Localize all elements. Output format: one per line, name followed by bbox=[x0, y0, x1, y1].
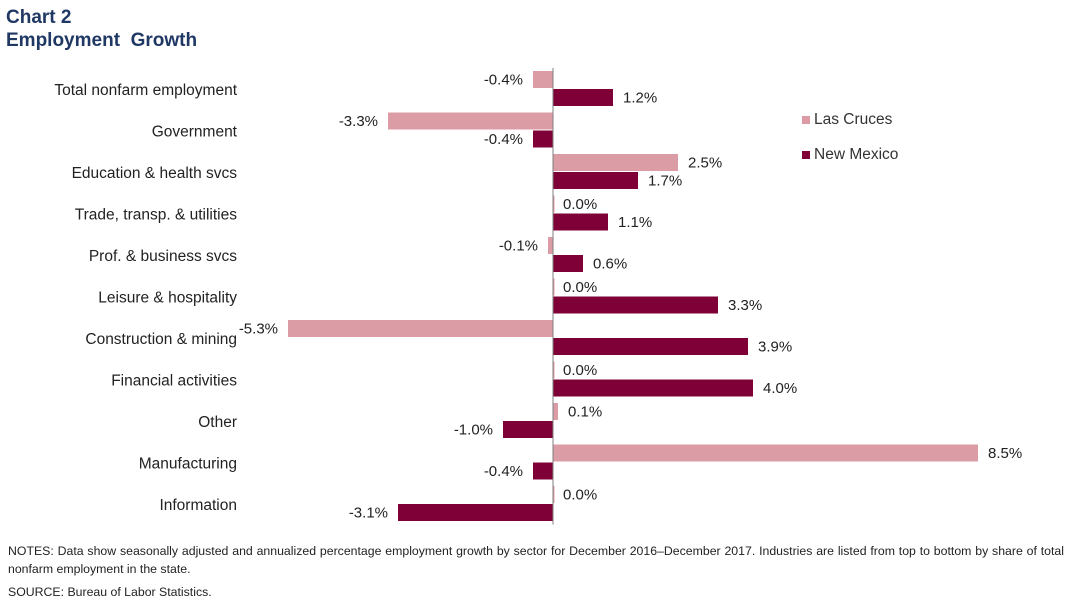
data-label: -0.4% bbox=[484, 72, 523, 89]
data-label: 0.0% bbox=[563, 487, 597, 504]
source-text: SOURCE: Bureau of Labor Statistics. bbox=[8, 585, 212, 599]
bar-las-cruces bbox=[553, 278, 555, 296]
bar-new-mexico bbox=[553, 89, 613, 106]
category-label: Total nonfarm employment bbox=[54, 82, 237, 99]
bar-new-mexico bbox=[553, 338, 748, 355]
category-label: Education & health svcs bbox=[72, 165, 238, 182]
data-label: 0.0% bbox=[563, 196, 597, 213]
bar-new-mexico bbox=[553, 213, 608, 231]
bar-las-cruces bbox=[388, 112, 553, 130]
category-label: Government bbox=[152, 123, 238, 140]
category-label: Prof. & business svcs bbox=[89, 248, 237, 265]
data-label: 3.9% bbox=[758, 339, 792, 356]
chart-title-block: Chart 2 Employment Growth bbox=[6, 6, 197, 52]
data-label: -0.4% bbox=[484, 463, 523, 480]
category-label: Leisure & hospitality bbox=[98, 289, 237, 306]
bar-las-cruces bbox=[553, 361, 555, 379]
bar-new-mexico bbox=[533, 462, 553, 480]
bar-new-mexico bbox=[553, 379, 753, 397]
data-label: 2.5% bbox=[688, 155, 722, 172]
data-label: 1.1% bbox=[618, 214, 652, 231]
data-label: 1.2% bbox=[623, 90, 657, 107]
category-label: Financial activities bbox=[111, 372, 237, 389]
notes-text: NOTES: Data show seasonally adjusted and… bbox=[8, 544, 1064, 576]
bar-las-cruces bbox=[553, 444, 978, 462]
employment-growth-chart: Total nonfarm employment -0.4% 1.2% Governm… bbox=[54, 68, 1022, 525]
bar-las-cruces bbox=[548, 237, 553, 254]
data-label: 1.7% bbox=[648, 173, 682, 190]
bar-new-mexico bbox=[553, 296, 718, 314]
legend-item-las-cruces: Las Cruces bbox=[802, 111, 892, 129]
chart-number: Chart 2 bbox=[6, 7, 72, 28]
category-label: Manufacturing bbox=[139, 455, 237, 472]
legend-swatch bbox=[802, 116, 810, 124]
bar-new-mexico bbox=[533, 130, 553, 148]
bar-las-cruces bbox=[553, 486, 555, 503]
data-label: -3.3% bbox=[339, 113, 378, 130]
data-label: -0.1% bbox=[499, 238, 538, 255]
data-label: 4.0% bbox=[763, 380, 797, 397]
chart-title: Employment Growth bbox=[6, 30, 198, 51]
data-label: 3.3% bbox=[728, 297, 762, 314]
bar-new-mexico bbox=[553, 172, 638, 189]
bar-las-cruces bbox=[288, 320, 553, 337]
data-label: 0.0% bbox=[563, 279, 597, 296]
category-label: Other bbox=[198, 414, 237, 431]
category-label: Construction & mining bbox=[85, 331, 237, 348]
data-label: -1.0% bbox=[454, 422, 493, 439]
category-label: Information bbox=[159, 497, 237, 514]
data-label: -0.4% bbox=[484, 131, 523, 148]
bar-new-mexico bbox=[553, 255, 583, 272]
bar-las-cruces bbox=[553, 195, 555, 213]
bar-las-cruces bbox=[553, 403, 558, 420]
legend-label: Las Cruces bbox=[814, 111, 893, 128]
bar-las-cruces bbox=[553, 154, 678, 171]
data-label: -3.1% bbox=[349, 505, 388, 522]
legend-swatch bbox=[802, 151, 810, 159]
bar-las-cruces bbox=[533, 71, 553, 88]
legend-label: New Mexico bbox=[814, 146, 899, 163]
bar-new-mexico bbox=[503, 421, 553, 438]
data-label: 0.1% bbox=[568, 404, 602, 421]
data-label: 0.0% bbox=[563, 362, 597, 379]
data-label: 8.5% bbox=[988, 445, 1022, 462]
bar-new-mexico bbox=[398, 504, 553, 521]
category-label: Trade, transp. & utilities bbox=[75, 206, 237, 223]
legend-item-new-mexico: New Mexico bbox=[802, 146, 898, 164]
data-label: 0.6% bbox=[593, 256, 627, 273]
data-label: -5.3% bbox=[239, 321, 278, 338]
